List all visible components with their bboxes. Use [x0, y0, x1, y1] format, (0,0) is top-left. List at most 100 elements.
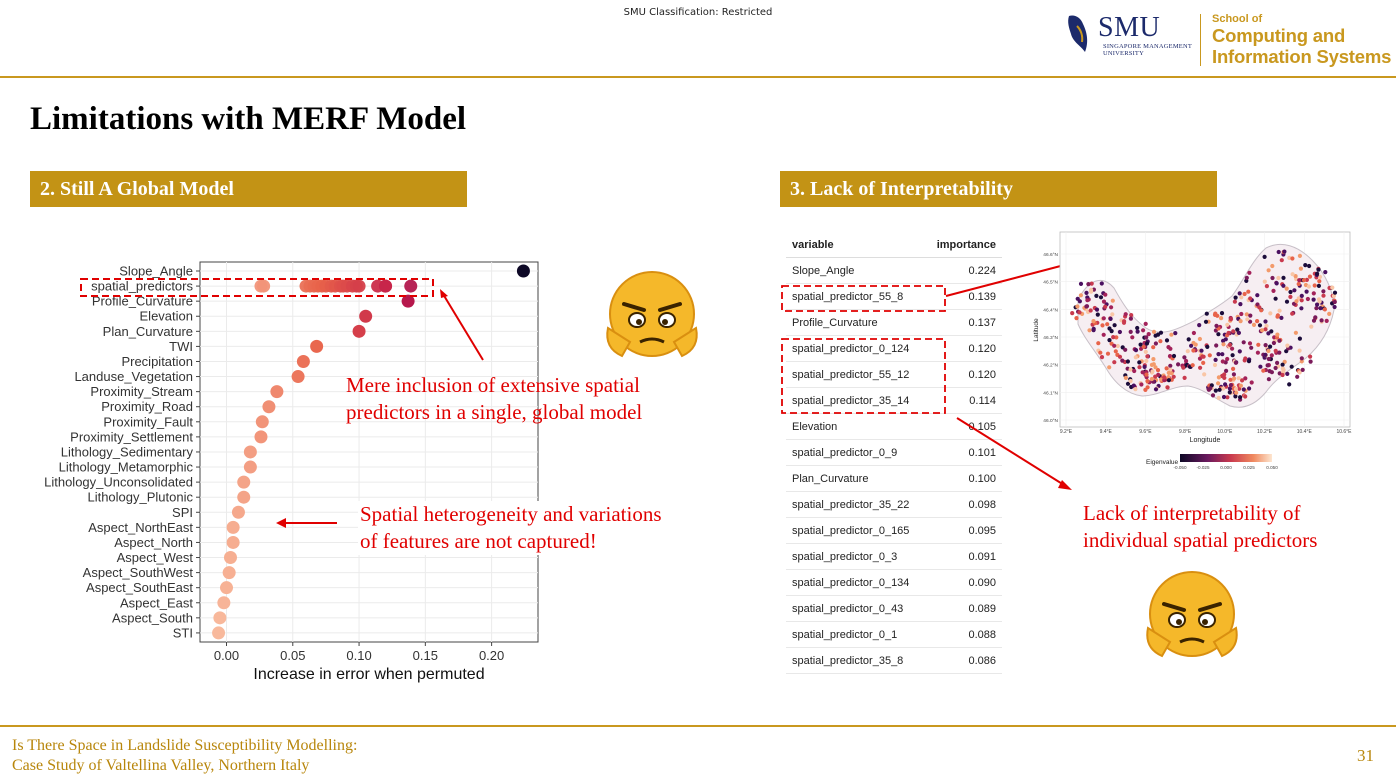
sample-location-point	[1123, 312, 1128, 317]
sample-location-point	[1203, 319, 1209, 324]
smu-crest-icon	[1068, 15, 1088, 53]
category-label: TWI	[169, 339, 193, 354]
table-header-row: variable importance	[786, 232, 1002, 258]
sample-location-point	[1085, 298, 1090, 303]
sample-location-point	[1225, 356, 1230, 362]
sample-location-point	[1273, 365, 1278, 371]
sample-location-point	[1155, 368, 1161, 373]
category-label: Lithology_Unconsolidated	[44, 475, 193, 490]
map-x-tick-label: 9.2°E	[1060, 429, 1073, 435]
sample-location-point	[1264, 284, 1269, 289]
sample-location-point	[1223, 337, 1228, 342]
table-row: spatial_predictor_35_22 0.098	[786, 491, 1002, 518]
sample-location-point	[1125, 381, 1131, 386]
sample-location-point	[1247, 270, 1252, 275]
column-header-variable: variable	[786, 232, 926, 258]
sample-location-point	[1165, 385, 1170, 390]
sample-location-point	[1101, 332, 1106, 337]
sample-location-point	[1297, 348, 1302, 353]
sample-location-point	[1260, 328, 1265, 333]
sample-location-point	[1137, 360, 1142, 365]
variable-cell: spatial_predictor_35_14	[786, 387, 926, 414]
sample-location-point	[1299, 356, 1304, 361]
sample-location-point	[1290, 256, 1295, 261]
sample-location-point	[1269, 353, 1274, 358]
sample-location-point	[1207, 353, 1212, 358]
sample-location-point	[1109, 305, 1114, 310]
arrow-to-aspect-head	[276, 518, 286, 528]
importance-point	[212, 626, 226, 640]
sample-location-point	[1169, 332, 1174, 337]
sample-location-point	[1226, 330, 1231, 336]
sample-location-point	[1128, 367, 1133, 372]
importance-cell: 0.089	[925, 595, 1002, 622]
sample-location-point	[1089, 281, 1094, 286]
callout-heterogeneity: Spatial heterogeneity and variations of …	[358, 501, 664, 555]
sample-location-point	[1299, 359, 1304, 364]
sample-location-point	[1275, 332, 1280, 337]
map-legend-tick-label: -0.025	[1196, 465, 1209, 470]
sample-location-point	[1280, 362, 1285, 367]
sample-location-point	[1189, 343, 1194, 348]
grumpy-face-icon	[606, 271, 698, 358]
sample-location-point	[1233, 394, 1238, 399]
map-y-tick-label: 46.0°N	[1043, 418, 1058, 424]
sample-location-point	[1199, 348, 1204, 353]
importance-point	[310, 339, 324, 353]
sample-location-point	[1075, 304, 1080, 309]
school-line-1: Computing and	[1212, 25, 1346, 46]
sample-location-point	[1128, 329, 1133, 334]
sample-location-point	[1225, 395, 1230, 400]
sample-location-point	[1273, 296, 1278, 301]
sample-location-point	[1210, 393, 1216, 398]
importance-point	[231, 505, 245, 519]
sample-location-point	[1221, 342, 1226, 347]
map-y-tick-label: 46.4°N	[1043, 307, 1058, 313]
sample-location-point	[1086, 282, 1091, 287]
sample-location-point	[1301, 278, 1307, 283]
sample-location-point	[1280, 366, 1285, 371]
sample-location-point	[1276, 275, 1281, 281]
sample-location-point	[1307, 274, 1313, 279]
importance-cell: 0.137	[925, 309, 1002, 336]
sample-location-point	[1153, 341, 1158, 346]
sample-location-point	[1248, 319, 1253, 324]
sample-location-point	[1197, 323, 1202, 328]
slide-title: Limitations with MERF Model	[30, 101, 467, 137]
sample-location-point	[1314, 306, 1319, 311]
spatial-predictors-highlight-box	[80, 278, 434, 297]
table-row: Elevation 0.105	[786, 413, 1002, 440]
sample-location-point	[1293, 274, 1298, 279]
category-label: Precipitation	[121, 354, 193, 369]
table-row: Profile_Curvature 0.137	[786, 309, 1002, 336]
sample-location-point	[1212, 362, 1218, 368]
sample-location-point	[1205, 344, 1210, 349]
sample-location-point	[1267, 369, 1272, 374]
category-label: Profile_Curvature	[92, 294, 193, 309]
sample-location-point	[1266, 268, 1271, 273]
sample-location-point	[1281, 275, 1286, 280]
sample-location-point	[1087, 328, 1092, 333]
sample-location-point	[1128, 316, 1133, 321]
sample-location-point	[1249, 345, 1254, 350]
map-x-tick-label: 9.6°E	[1139, 429, 1152, 435]
sample-location-point	[1138, 342, 1143, 347]
category-label: Proximity_Stream	[90, 384, 193, 399]
category-label: Aspect_SouthWest	[83, 565, 194, 580]
importance-point	[222, 566, 236, 580]
sample-location-point	[1233, 360, 1238, 365]
grumpy-face-icon	[1146, 571, 1238, 658]
sample-location-point	[1246, 289, 1251, 294]
sample-location-point	[1098, 350, 1103, 355]
sample-location-point	[1107, 365, 1112, 370]
sample-location-point	[1077, 310, 1082, 315]
importance-point	[270, 385, 284, 399]
sample-location-point	[1238, 319, 1243, 324]
sample-location-point	[1206, 387, 1212, 392]
importance-point	[516, 264, 530, 278]
sample-location-point	[1305, 296, 1310, 302]
sample-location-point	[1219, 316, 1224, 321]
sample-location-point	[1216, 395, 1221, 401]
sample-location-point	[1251, 322, 1257, 327]
sample-location-point	[1094, 307, 1100, 312]
